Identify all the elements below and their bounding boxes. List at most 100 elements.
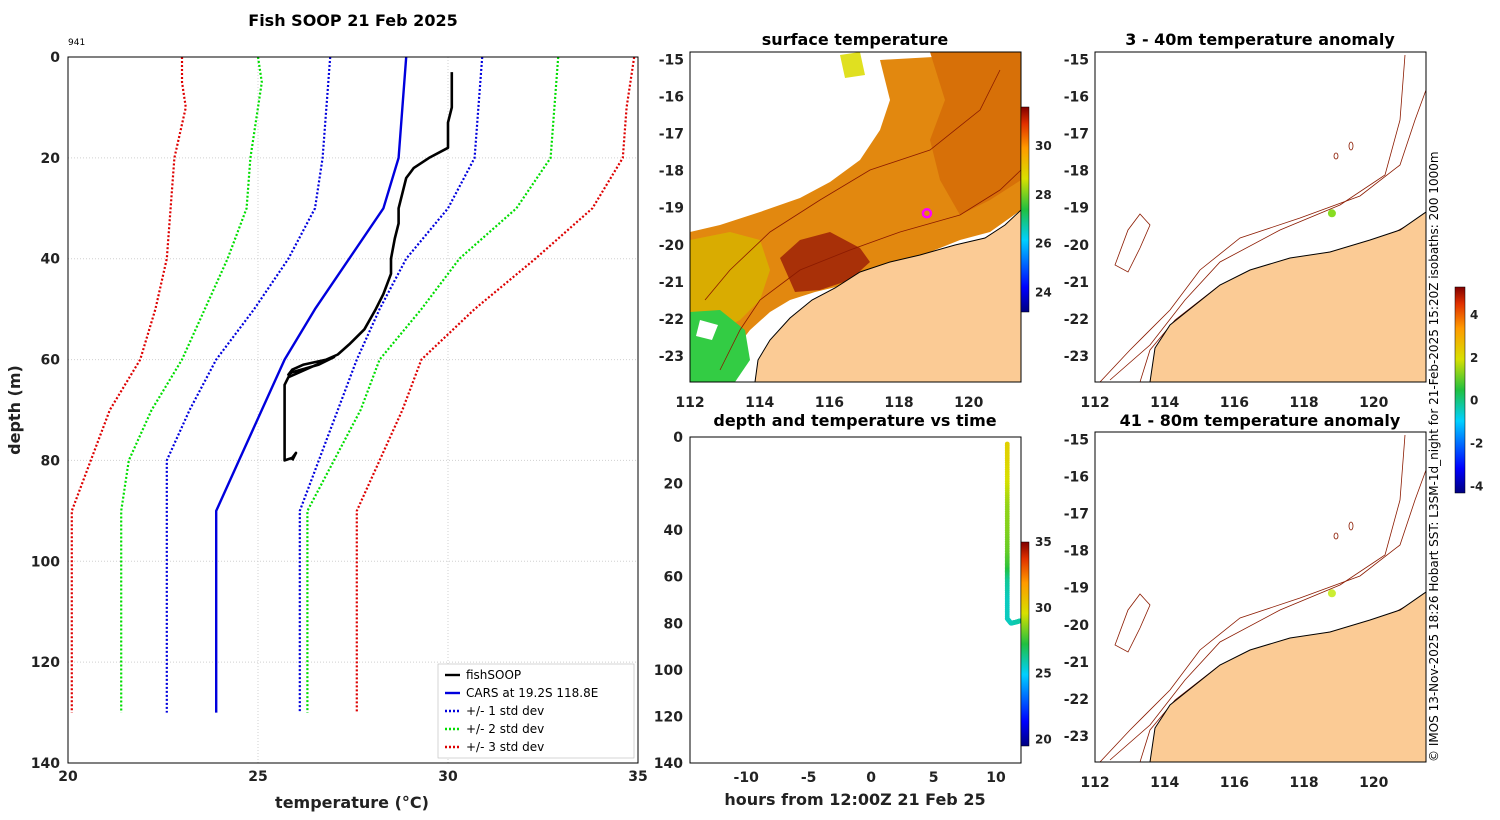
anom_41_80-y-tick-label: -19	[1064, 581, 1089, 597]
anom_41_80-x-tick-label: 118	[1289, 775, 1318, 791]
time-series-y-tick-label: 120	[654, 709, 683, 725]
anomaly-3-40-marker	[1327, 209, 1336, 218]
anom_41_80-x-tick-label: 120	[1359, 775, 1388, 791]
profile-line-fishsoop	[283, 72, 454, 462]
anomaly-3-40-isobath-1000	[1099, 89, 1426, 382]
sst-colorbar-tick-label: 26	[1035, 237, 1052, 251]
anom_3_40-y-tick-label: -15	[1064, 52, 1089, 68]
sst_map-y-tick-label: -23	[659, 349, 684, 365]
time-series-colorbar-tick-label: 35	[1035, 535, 1052, 549]
anomaly-3-40-title: 3 - 40m temperature anomaly	[1125, 30, 1395, 49]
anomaly-colorbar-tick-label: 2	[1470, 351, 1478, 365]
sst-north-patch	[840, 52, 865, 78]
time-series-y-tick-label: 0	[673, 430, 683, 446]
time-series-y-tick-label: 20	[664, 477, 684, 493]
sst-cool-patch	[690, 232, 770, 330]
anom_41_80-x-tick-label: 114	[1150, 775, 1179, 791]
anom_3_40-y-tick-label: -16	[1064, 89, 1089, 105]
sst-hot-nearshore	[780, 232, 870, 292]
profile-x-tick-label: 35	[628, 769, 647, 785]
time-series-x-tick-label: 0	[866, 770, 876, 786]
time-series-x-tick-label: -10	[734, 770, 760, 786]
sst_map-y-tick-label: -16	[659, 89, 684, 105]
sst_map-y-tick-label: -20	[659, 238, 685, 254]
profile-y-tick-label: 120	[31, 655, 60, 671]
anom_41_80-y-tick-label: -22	[1064, 692, 1089, 708]
time-series-y-ticks: 0 20 40 60 80 100 120 140	[654, 430, 683, 772]
time-series-frame	[689, 436, 1022, 764]
sst_map-y-tick-label: -15	[659, 52, 684, 68]
profile-line--1-std	[298, 56, 484, 713]
sst-colorbar	[1020, 106, 1030, 313]
anom_3_40-y-tick-label: -20	[1064, 238, 1090, 254]
anom_41_80-y-tick-label: -17	[1064, 507, 1089, 523]
profile-y-tick-label: 80	[41, 453, 61, 469]
anom_3_40-y-tick-label: -19	[1064, 201, 1089, 217]
profile-id-label: 941	[68, 38, 85, 48]
profile-y-tick-label: 100	[31, 554, 60, 570]
profile-x-tick-label: 25	[248, 769, 267, 785]
time-series-x-tick-label: -5	[801, 770, 817, 786]
profile-y-tick-label: 40	[41, 252, 61, 268]
anom_3_40-y-tick-label: -21	[1064, 275, 1089, 291]
time-series-colorbar-tick-label: 30	[1035, 601, 1052, 615]
sst-land	[754, 209, 1021, 382]
anom_3_40-x-tick-label: 120	[1359, 395, 1388, 411]
time-series-x-tick-label: 5	[929, 770, 939, 786]
time-series-y-tick-label: 40	[664, 523, 684, 539]
sst-y-ticks: -15 -16 -17 -18 -19 -20 -21 -22 -23	[659, 52, 685, 365]
anomaly-41-80-land	[1149, 591, 1426, 762]
legend-label: +/- 2 std dev	[466, 722, 544, 736]
anomaly-3-40-map-area	[1095, 52, 1426, 382]
profile-line--2-std	[306, 56, 560, 713]
anom_3_40-x-tick-label: 116	[1220, 395, 1249, 411]
legend-label: +/- 3 std dev	[466, 740, 544, 754]
time-series-points	[1004, 441, 1023, 626]
anom_41_80-y-tick-label: -20	[1064, 618, 1090, 634]
time-series-title: depth and temperature vs time	[713, 411, 996, 430]
time-series-y-tick-label: 140	[654, 756, 683, 772]
anomaly-3-40-y-ticks: -15 -16 -17 -18 -19 -20 -21 -22 -23	[1064, 52, 1090, 365]
anomaly-colorbar	[1454, 286, 1466, 494]
profile-grid	[67, 56, 639, 764]
profile-y-tick-label: 60	[41, 353, 61, 369]
sst-map-title: surface temperature	[762, 30, 949, 49]
profile-title: Fish SOOP 21 Feb 2025	[248, 11, 457, 30]
figure-credit: © IMOS 13-Nov-2025 18:26 Hobart SST: L3S…	[1427, 151, 1441, 762]
anomaly-colorbar-tick-label: 4	[1470, 308, 1478, 322]
anom_3_40-y-tick-label: -22	[1064, 312, 1089, 328]
profile-xlabel: temperature (°C)	[275, 793, 429, 812]
profile-frame	[67, 56, 639, 764]
anom_3_40-x-tick-label: 118	[1289, 395, 1318, 411]
time-series-xlabel: hours from 12:00Z 21 Feb 25	[724, 790, 985, 809]
time-series-y-tick-label: 100	[654, 663, 683, 679]
sst-map-panel: surface temperature 112 114 116 118 120 -15-…	[659, 30, 1052, 411]
profile-line-cars-mean	[215, 56, 408, 713]
profile-y-ticks: 0 20 40 60 80 100 120 140	[31, 50, 60, 772]
sst-colorbar-tick-label: 24	[1035, 285, 1052, 299]
profile-y-tick-label: 0	[50, 50, 60, 66]
anomaly-colorbar-tick-label: -4	[1470, 480, 1483, 494]
profile-x-tick-label: 20	[58, 769, 78, 785]
anom_3_40-y-tick-label: -17	[1064, 127, 1089, 143]
legend-box	[437, 663, 635, 759]
sst_map-x-tick-label: 114	[745, 395, 774, 411]
sst_map-x-tick-label: 118	[884, 395, 913, 411]
legend-label: CARS at 19.2S 118.8E	[466, 686, 598, 700]
anomaly-colorbar-tick-label: 0	[1470, 394, 1478, 408]
sst_map-x-tick-label: 120	[954, 395, 983, 411]
sst_map-y-tick-label: -18	[659, 164, 684, 180]
sst-x-ticks: 112 114 116 118 120	[675, 395, 983, 411]
profile-x-ticks: 20 25 30 35	[58, 769, 647, 785]
sst-hot-offshore	[930, 52, 1021, 215]
sst_map-y-tick-label: -22	[659, 312, 684, 328]
anomaly-3-40-panel: 3 - 40m temperature anomaly 112 114 116 118…	[1064, 30, 1427, 411]
sst_map-x-tick-label: 112	[675, 395, 704, 411]
sst-colorbar-tick-label: 30	[1035, 139, 1052, 153]
anomaly-colorbar-ticks: -4 -2 0 2 4	[1470, 308, 1483, 494]
sst_map-y-tick-label: -21	[659, 275, 684, 291]
sst_map-y-tick-label: -17	[659, 127, 684, 143]
anomaly-41-80-x-ticks: 112 114 116 118 120	[1080, 775, 1388, 791]
profile-line--1-std	[165, 56, 332, 713]
